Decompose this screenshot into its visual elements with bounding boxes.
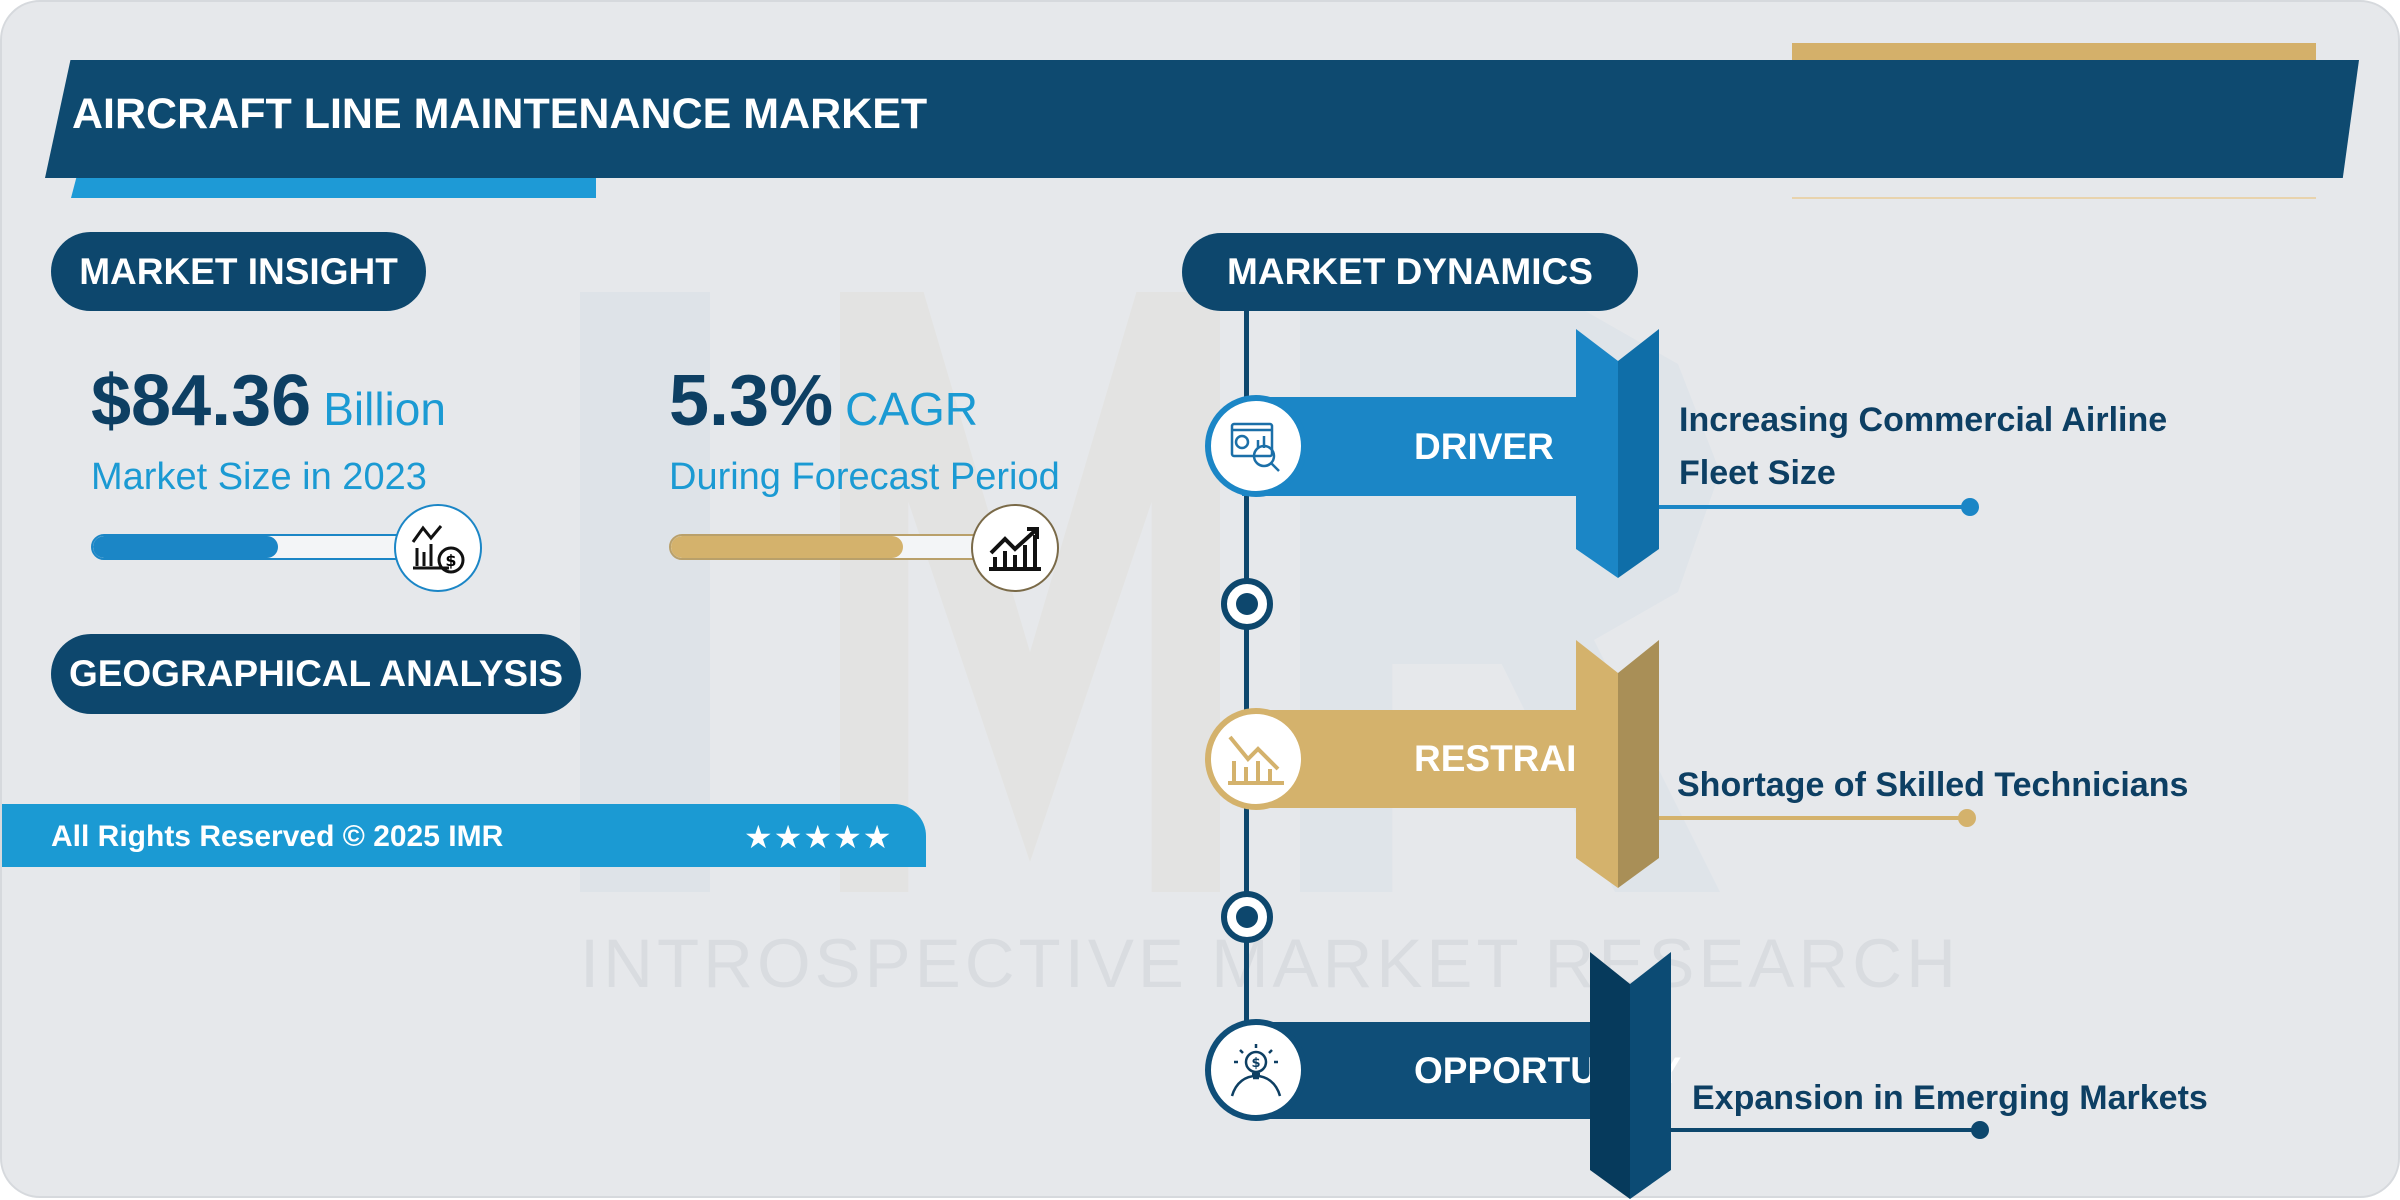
- gold-accent-line: [1792, 197, 2316, 199]
- market-size-label: Market Size in 2023: [91, 456, 427, 498]
- opportunity-chevron: [1590, 952, 1671, 1199]
- chart-dollar-icon: $: [394, 504, 482, 592]
- analytics-search-icon: [1205, 395, 1307, 497]
- geographical-analysis-heading: GEOGRAPHICAL ANALYSIS: [51, 634, 581, 714]
- copyright-text: All Rights Reserved © 2025 IMR: [51, 820, 504, 853]
- rating-stars: ★★★★★: [744, 819, 893, 855]
- driver-text: Increasing Commercial Airline Fleet Size: [1679, 401, 2168, 492]
- restraint-connector: [1659, 809, 1976, 827]
- page-title: AIRCRAFT LINE MAINTENANCE MARKET: [72, 90, 928, 138]
- title-underline: [71, 178, 596, 198]
- svg-text:$: $: [1251, 1056, 1260, 1071]
- opportunity-text: Expansion in Emerging Markets: [1692, 1079, 2208, 1117]
- footer-bar: [2, 804, 926, 867]
- driver-connector: [1659, 498, 1979, 516]
- cagr-value: 5.3% CAGR: [669, 361, 979, 441]
- timeline-line: [1244, 302, 1249, 1072]
- declining-chart-icon: [1205, 708, 1307, 810]
- cagr-unit: CAGR: [845, 383, 979, 435]
- market-size-value: $84.36 Billion: [91, 361, 446, 441]
- title-bar: [45, 60, 2359, 178]
- opportunity-connector: [1670, 1121, 1989, 1139]
- idea-dollar-icon: $: [1205, 1019, 1307, 1121]
- market-dynamics-heading: MARKET DYNAMICS: [1182, 233, 1638, 311]
- market-insight-heading: MARKET INSIGHT: [51, 232, 426, 311]
- svg-text:$: $: [445, 551, 456, 570]
- gold-accent-strip: [1792, 43, 2316, 60]
- cagr-label: During Forecast Period: [669, 456, 1060, 498]
- market-size-unit: Billion: [323, 383, 446, 435]
- restraint-text: Shortage of Skilled Technicians: [1677, 766, 2189, 804]
- driver-chevron: [1576, 329, 1659, 578]
- watermark-text: INTROSPECTIVE MARKET RESEARCH: [580, 925, 1960, 1002]
- market-size-progress: [91, 534, 451, 560]
- timeline-marker: [1221, 891, 1273, 943]
- timeline-marker: [1221, 578, 1273, 630]
- growth-chart-icon: [971, 504, 1059, 592]
- restraint-chevron: [1576, 640, 1659, 888]
- cagr-progress: [669, 534, 1019, 560]
